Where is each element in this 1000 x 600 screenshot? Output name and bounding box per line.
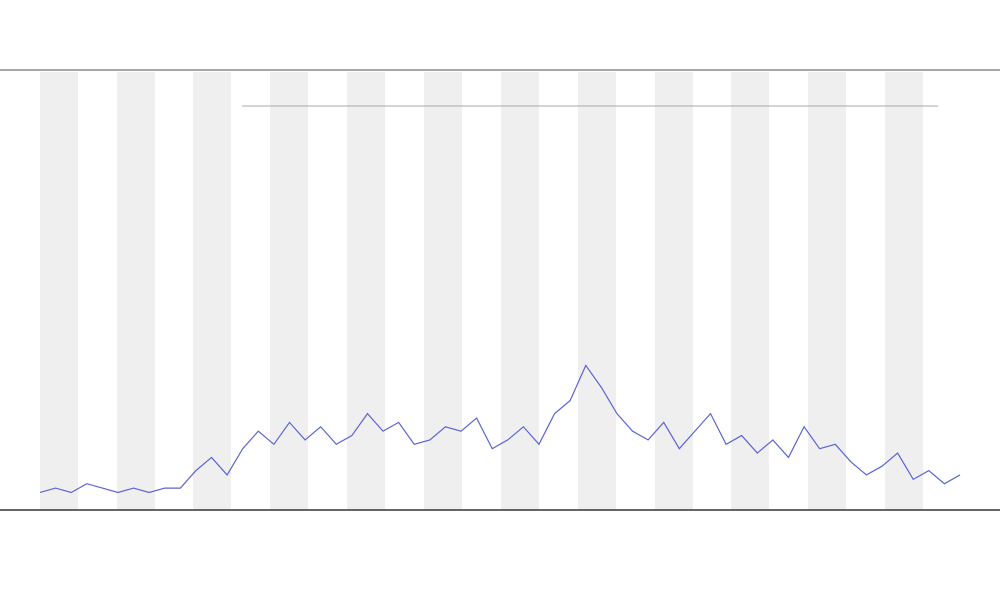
band <box>193 72 231 510</box>
band <box>731 72 769 510</box>
band <box>270 72 308 510</box>
band <box>501 72 539 510</box>
band <box>808 72 846 510</box>
band <box>578 72 616 510</box>
band <box>885 72 923 510</box>
band <box>40 72 78 510</box>
band <box>655 72 693 510</box>
band <box>117 72 155 510</box>
line-series <box>39 364 961 494</box>
band <box>347 72 385 510</box>
band <box>424 72 462 510</box>
bands <box>40 72 923 510</box>
